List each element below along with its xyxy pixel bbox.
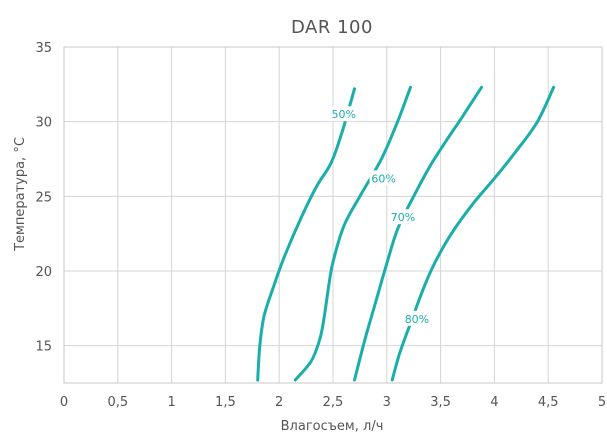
x-tick-label: 5 bbox=[598, 395, 606, 410]
series-label-50: 50% bbox=[332, 108, 356, 121]
series-line-60 bbox=[293, 85, 412, 382]
grid bbox=[63, 46, 603, 383]
y-tick-label: 30 bbox=[35, 116, 52, 131]
series-line-80 bbox=[390, 85, 556, 382]
series-label-80: 80% bbox=[405, 313, 429, 326]
series-label-bg-50 bbox=[329, 106, 358, 122]
y-tick-label: 25 bbox=[35, 190, 52, 205]
x-tick-label: 1 bbox=[167, 395, 175, 410]
x-tick-label: 4,5 bbox=[538, 395, 559, 410]
x-axis-ticks: 0 0,5 1 1,5 2 2,5 3 3,5 4 4,5 5 bbox=[60, 395, 606, 410]
y-tick-label: 15 bbox=[35, 340, 52, 355]
series-label-bg-60 bbox=[369, 170, 398, 186]
x-tick-label: 4 bbox=[490, 395, 498, 410]
series-line-50 bbox=[256, 87, 356, 382]
series-label-70: 70% bbox=[391, 211, 415, 224]
plot-frame bbox=[63, 46, 603, 384]
x-tick-label: 3,5 bbox=[430, 395, 451, 410]
y-tick-label: 35 bbox=[35, 41, 52, 56]
y-axis-ticks: 15 20 25 30 35 bbox=[35, 41, 52, 355]
chart-title: DAR 100 bbox=[291, 17, 373, 38]
y-axis-label: Температура, °C bbox=[13, 137, 28, 252]
x-tick-label: 0,5 bbox=[107, 395, 128, 410]
series-label-bg-70 bbox=[388, 209, 417, 225]
series-lines bbox=[256, 85, 556, 382]
series-label-60: 60% bbox=[371, 172, 395, 185]
x-tick-label: 0 bbox=[60, 395, 68, 410]
y-tick-label: 20 bbox=[35, 265, 52, 280]
x-tick-label: 3 bbox=[383, 395, 391, 410]
x-tick-label: 2,5 bbox=[323, 395, 344, 410]
x-axis-label: Влагосъем, л/ч bbox=[281, 419, 384, 434]
x-tick-label: 2 bbox=[275, 395, 283, 410]
series-line-70 bbox=[353, 85, 483, 382]
x-tick-label: 1,5 bbox=[215, 395, 236, 410]
series-label-bg-80 bbox=[402, 310, 431, 326]
series-labels: 50% 60% 70% 80% bbox=[329, 106, 431, 326]
